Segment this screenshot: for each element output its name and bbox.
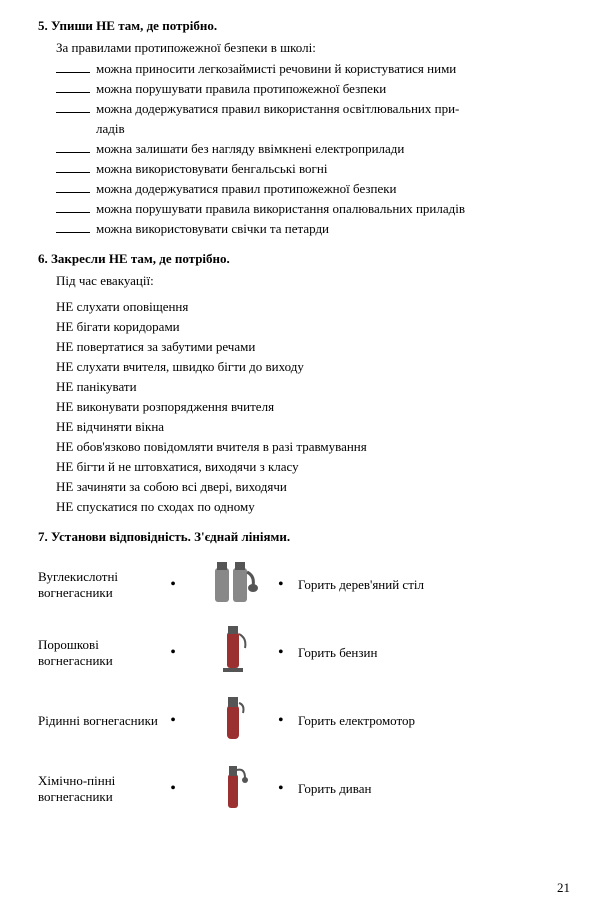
task-7: 7. Установи відповідність. З'єднай лінія…: [38, 529, 570, 819]
ne-item: НЕ зачиняти за собою всі двері, виходячи: [56, 479, 570, 495]
task-5-intro: За правилами протипожежної безпеки в шко…: [56, 40, 570, 56]
fill-continuation: ладів: [96, 121, 570, 137]
fill-text: можна використовувати бенгальські вогні: [96, 161, 327, 177]
ne-item: НЕ бігти й не штовхатися, виходячи з кла…: [56, 459, 570, 475]
task-7-title: Установи відповідність. З'єднай лініями.: [51, 529, 290, 544]
task-7-header: 7. Установи відповідність. З'єднай лінія…: [38, 529, 570, 545]
task-5: 5. Упиши НЕ там, де потрібно. За правила…: [38, 18, 570, 237]
match-dot-icon[interactable]: •: [278, 644, 298, 662]
fill-item: можна порушувати правила протипожежної б…: [56, 81, 570, 97]
task-7-number: 7.: [38, 529, 48, 544]
match-left-label: Рідинні вогнегасники: [38, 713, 158, 729]
fill-item: можна залишати без нагляду ввімкнені еле…: [56, 141, 570, 157]
fill-text: можна приносити легкозаймисті речовини й…: [96, 61, 456, 77]
fill-text: можна залишати без нагляду ввімкнені еле…: [96, 141, 404, 157]
blank-line[interactable]: [56, 72, 90, 73]
match-dot-icon[interactable]: •: [158, 576, 188, 594]
match-left-label: Вуглекислотні вогнегасники: [38, 569, 158, 601]
match-left-label: Хімічно-пінні вогнегасники: [38, 773, 158, 805]
task-6-title: Закресли НЕ там, де потрібно.: [51, 251, 230, 266]
ne-item: НЕ слухати вчителя, швидко бігти до вихо…: [56, 359, 570, 375]
task-6-number: 6.: [38, 251, 48, 266]
blank-line[interactable]: [56, 92, 90, 93]
task-6: 6. Закресли НЕ там, де потрібно. Під час…: [38, 251, 570, 515]
match-row: Рідинні вогнегасники • • Горить електром…: [38, 691, 570, 751]
fill-text: можна додержуватися правил використання …: [96, 101, 459, 117]
fill-text: можна використовувати свічки та петарди: [96, 221, 329, 237]
fill-item: можна використовувати бенгальські вогні: [56, 161, 570, 177]
extinguisher-co2-icon: [188, 558, 278, 612]
extinguisher-liquid-icon: [188, 693, 278, 749]
blank-line[interactable]: [56, 152, 90, 153]
ne-item: НЕ панікувати: [56, 379, 570, 395]
task-5-number: 5.: [38, 18, 48, 33]
ne-item: НЕ повертатися за забутими речами: [56, 339, 570, 355]
ne-item: НЕ слухати оповіщення: [56, 299, 570, 315]
fill-text: можна додержуватися правил протипожежної…: [96, 181, 397, 197]
ne-item: НЕ бігати коридорами: [56, 319, 570, 335]
match-dot-icon[interactable]: •: [158, 644, 188, 662]
match-row: Вуглекислотні вогнегасники • • Горить де…: [38, 555, 570, 615]
page-number: 21: [557, 880, 570, 896]
fill-item: можна порушувати правила використання оп…: [56, 201, 570, 217]
match-right-label: Горить бензин: [298, 645, 570, 661]
match-dot-icon[interactable]: •: [158, 712, 188, 730]
match-dot-icon[interactable]: •: [158, 780, 188, 798]
match-dot-icon[interactable]: •: [278, 780, 298, 798]
task-6-header: 6. Закресли НЕ там, де потрібно.: [38, 251, 570, 267]
blank-line[interactable]: [56, 212, 90, 213]
ne-item: НЕ відчиняти вікна: [56, 419, 570, 435]
match-dot-icon[interactable]: •: [278, 712, 298, 730]
match-dot-icon[interactable]: •: [278, 576, 298, 594]
task-6-intro: Під час евакуації:: [56, 273, 570, 289]
blank-line[interactable]: [56, 192, 90, 193]
blank-line[interactable]: [56, 232, 90, 233]
match-row: Хімічно-пінні вогнегасники • • Горить ди…: [38, 759, 570, 819]
blank-line[interactable]: [56, 112, 90, 113]
fill-item: можна використовувати свічки та петарди: [56, 221, 570, 237]
match-container: Вуглекислотні вогнегасники • • Горить де…: [38, 555, 570, 819]
fill-item: можна додержуватися правил використання …: [56, 101, 570, 117]
blank-line[interactable]: [56, 172, 90, 173]
task-5-header: 5. Упиши НЕ там, де потрібно.: [38, 18, 570, 34]
extinguisher-powder-icon: [188, 624, 278, 682]
fill-item: можна додержуватися правил протипожежної…: [56, 181, 570, 197]
match-left-label: Порошкові вогнегасники: [38, 637, 158, 669]
match-right-label: Горить електромотор: [298, 713, 570, 729]
match-right-label: Горить диван: [298, 781, 570, 797]
match-row: Порошкові вогнегасники • • Горить бензин: [38, 623, 570, 683]
task-5-title: Упиши НЕ там, де потрібно.: [51, 18, 217, 33]
fill-text: можна порушувати правила протипожежної б…: [96, 81, 386, 97]
match-right-label: Горить дерев'яний стіл: [298, 577, 570, 593]
ne-item: НЕ спускатися по сходах по одному: [56, 499, 570, 515]
ne-item: НЕ виконувати розпорядження вчителя: [56, 399, 570, 415]
extinguisher-foam-icon: [188, 760, 278, 818]
ne-item: НЕ обов'язково повідомляти вчителя в раз…: [56, 439, 570, 455]
fill-item: можна приносити легкозаймисті речовини й…: [56, 61, 570, 77]
fill-text: можна порушувати правила використання оп…: [96, 201, 465, 217]
